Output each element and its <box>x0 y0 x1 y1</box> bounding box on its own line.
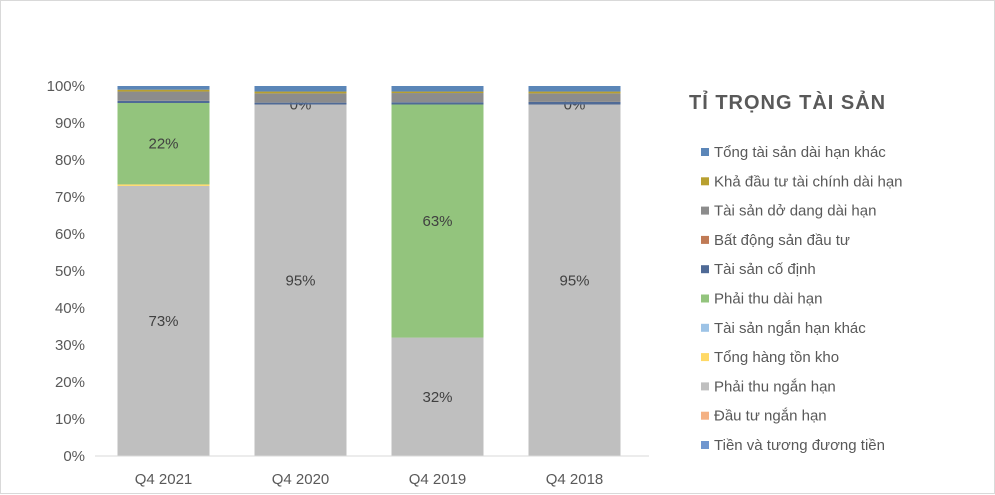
y-tick-label: 50% <box>55 263 85 280</box>
legend-swatch <box>701 177 709 186</box>
legend-label: Tài sản dở dang dài hạn <box>714 203 876 220</box>
bar-segment <box>254 104 347 456</box>
bar-segment <box>117 103 210 185</box>
bar-segment <box>254 93 347 103</box>
y-axis: 0% 10% 20% 30% 40% 50% 60% 70% 80% 90% 100% <box>47 78 85 465</box>
legend-swatch <box>701 441 709 449</box>
bar-segment <box>117 91 210 101</box>
data-label: 95% <box>559 272 589 289</box>
y-tick-label: 10% <box>55 411 85 428</box>
legend-label: Phải thu dài hạn <box>714 291 822 308</box>
bar-segment <box>254 86 347 92</box>
bar-segment <box>117 89 210 92</box>
bar-segment <box>391 86 484 92</box>
legend-swatch <box>701 265 709 274</box>
legend-label: Tổng hàng tồn kho <box>714 349 839 366</box>
legend-swatch <box>701 323 709 332</box>
legend-swatch <box>701 206 709 215</box>
data-label: 22% <box>148 136 178 153</box>
legend-swatch <box>701 411 709 420</box>
y-tick-label: 90% <box>55 115 85 132</box>
y-tick-label: 20% <box>55 374 85 391</box>
data-label: 63% <box>422 213 452 230</box>
bar-segment <box>254 102 347 105</box>
y-tick-label: 100% <box>47 78 85 95</box>
x-tick-label: Q4 2021 <box>135 471 193 488</box>
x-tick-label: Q4 2020 <box>272 471 330 488</box>
bar-segment <box>528 93 621 102</box>
legend-swatch <box>701 148 709 156</box>
legend-swatch <box>701 235 709 244</box>
bar-segment <box>117 184 210 186</box>
bar-segment <box>528 91 621 94</box>
legend-swatch <box>701 353 709 362</box>
legend-swatch <box>701 382 709 391</box>
chart-title: TỈ TRỌNG TÀI SẢN <box>689 91 886 114</box>
legend-label: Tiền và tương đương tiền <box>714 437 885 454</box>
legend-label: Tài sản ngắn hạn khác <box>714 320 866 337</box>
bar-segment <box>391 91 484 94</box>
legend-label: Khả đầu tư tài chính dài hạn <box>714 173 903 190</box>
bars-area: 73%22%95%0%32%63%95%0% <box>117 86 621 456</box>
legend-label: Đầu tư ngắn hạn <box>714 408 827 425</box>
bar-segment <box>528 86 621 92</box>
bar-segment <box>391 104 484 338</box>
bar-segment <box>254 91 347 94</box>
x-axis: Q4 2021 Q4 2020 Q4 2019 Q4 2018 <box>135 471 604 488</box>
y-tick-label: 0% <box>63 448 85 465</box>
y-tick-label: 60% <box>55 226 85 243</box>
bar-segment <box>391 102 484 105</box>
bar-segment <box>117 185 210 456</box>
data-label: 95% <box>285 272 315 289</box>
data-label: 32% <box>422 389 452 406</box>
legend-label: Bất động sản đầu tư <box>714 232 850 249</box>
bar-segment <box>391 337 484 456</box>
legend-label: Phải thu ngắn hạn <box>714 378 836 395</box>
bar-segment <box>391 93 484 103</box>
y-tick-label: 40% <box>55 300 85 317</box>
bar-segment <box>528 104 621 456</box>
x-tick-label: Q4 2019 <box>409 471 467 488</box>
legend-swatch <box>701 294 709 303</box>
bar-segment <box>117 86 210 90</box>
bar-segment <box>117 100 210 104</box>
legend-label: Tài sản cố định <box>714 261 816 278</box>
x-tick-label: Q4 2018 <box>546 471 604 488</box>
y-tick-label: 30% <box>55 337 85 354</box>
y-tick-label: 70% <box>55 189 85 206</box>
data-label: 73% <box>148 313 178 330</box>
legend: Tổng tài sản dài hạn khác Khả đầu tư tài … <box>701 144 903 454</box>
legend-label: Tổng tài sản dài hạn khác <box>714 144 886 161</box>
bar-segment <box>528 101 621 105</box>
y-tick-label: 80% <box>55 152 85 169</box>
